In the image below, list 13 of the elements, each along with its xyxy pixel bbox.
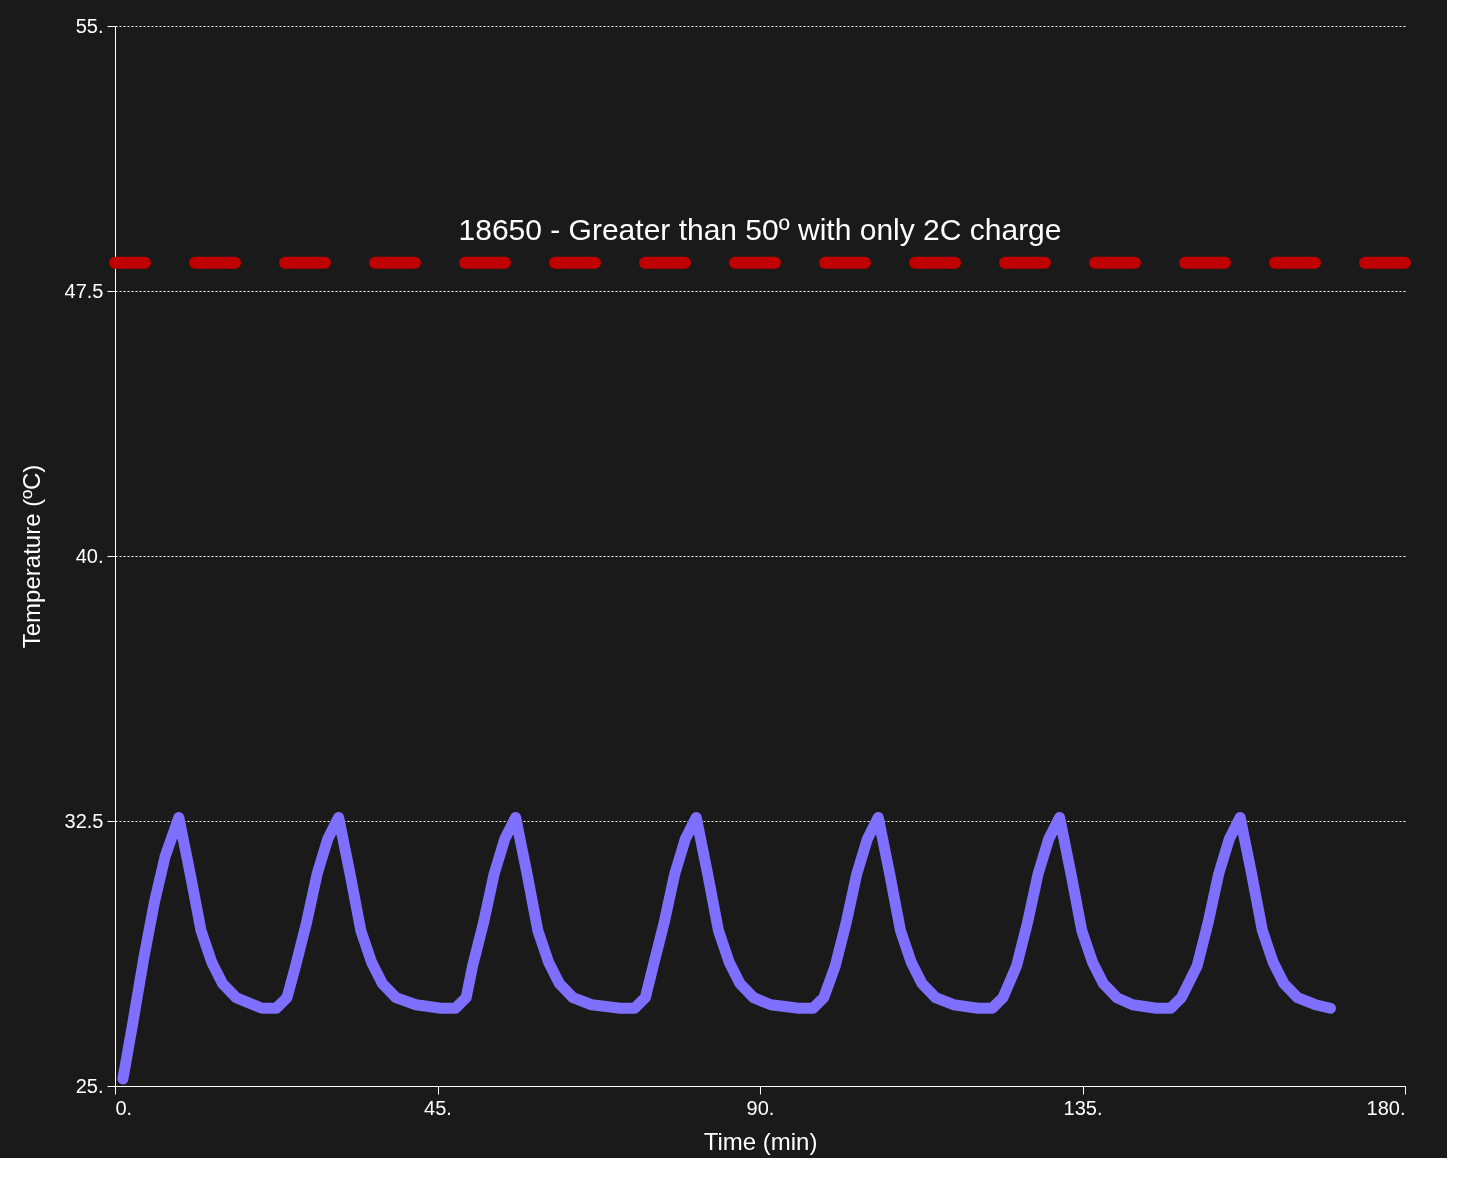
y-axis-title: Temperature (ºC) — [17, 464, 45, 649]
y-tick-label: 25. — [75, 1074, 104, 1097]
x-tick-label: 45. — [424, 1096, 452, 1119]
y-tick-label: 40. — [75, 544, 104, 567]
y-tick-label: 32.5 — [64, 809, 104, 832]
x-tick-label: 135. — [1063, 1096, 1103, 1119]
x-tick-label: 180. — [1366, 1096, 1406, 1119]
x-tick-label: 0. — [115, 1096, 133, 1119]
x-tick-label: 90. — [746, 1096, 775, 1119]
ref-line-label: 18650 - Greater than 50º with only 2C charge — [458, 212, 1062, 246]
y-tick-label: 55. — [75, 14, 104, 37]
x-axis-title: Time (min) — [703, 1127, 818, 1155]
y-tick-label: 47.5 — [64, 279, 104, 302]
